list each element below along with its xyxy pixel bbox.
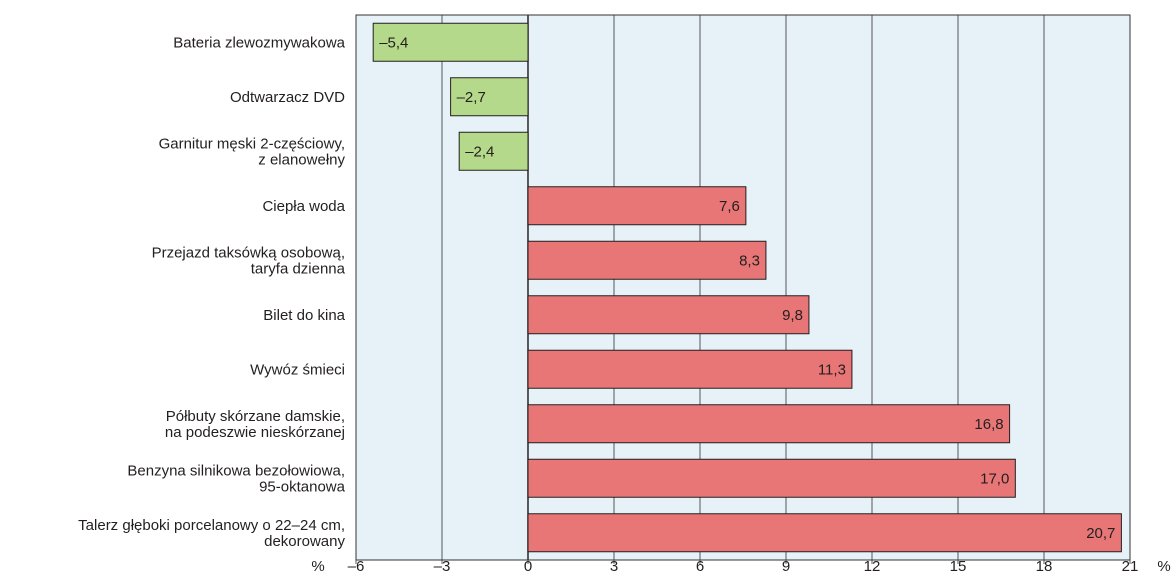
x-tick-label: 9 — [782, 558, 790, 575]
category-label: Talerz głęboki porcelanowy o 22–24 cm, de… — [78, 517, 345, 550]
bar-value-label: –2,7 — [457, 89, 486, 106]
bar — [527, 295, 810, 335]
category-label: Odtwarzacz DVD — [230, 89, 345, 106]
bar — [372, 22, 529, 62]
bar-value-label: 20,7 — [1086, 525, 1115, 542]
x-tick-label: 3 — [610, 558, 618, 575]
category-label: Garnitur męski 2-częściowy, z elanowełny — [159, 135, 346, 168]
bar-value-label: –5,4 — [379, 34, 408, 51]
category-label: Przejazd taksówką osobową, taryfa dzienna — [152, 244, 346, 277]
bar-value-label: 16,8 — [974, 416, 1003, 433]
bar — [527, 404, 1011, 444]
category-label: Benzyna silnikowa bezołowiowa, 95-oktanow… — [127, 462, 345, 495]
bar — [527, 458, 1016, 498]
category-label: Bilet do kina — [263, 307, 345, 324]
x-unit-left: % — [311, 558, 324, 575]
bar-value-label: 7,6 — [719, 198, 740, 215]
x-tick-label: 21 — [1122, 558, 1139, 575]
bar-value-label: 8,3 — [739, 252, 760, 269]
bar — [527, 240, 767, 280]
x-tick-label: 6 — [696, 558, 704, 575]
bar — [450, 77, 529, 117]
bar — [458, 131, 529, 171]
category-label: Bateria zlewozmywakowa — [173, 34, 345, 51]
value-labels: –5,4 –2,7 –2,4 7,6 8,3 9,8 11,3 16,8 17,0 20,7 — [379, 34, 1115, 542]
bars — [372, 22, 1122, 553]
x-unit-right: % — [1157, 558, 1170, 575]
category-labels: Bateria zlewozmywakowa Odtwarzacz DVD Garn… — [78, 34, 345, 550]
x-tick-label: –3 — [434, 558, 451, 575]
x-tick-labels: –6 –3 0 3 6 9 12 15 18 21 — [348, 558, 1139, 575]
category-label: Ciepła woda — [262, 198, 345, 215]
bar-value-label: 17,0 — [980, 470, 1009, 487]
category-label: Półbuty skórzane damskie, na podeszwie ni… — [165, 408, 345, 441]
category-label: Wywóz śmieci — [250, 361, 345, 378]
x-tick-label: 18 — [1036, 558, 1053, 575]
bar-value-label: 11,3 — [818, 361, 846, 378]
x-tick-label: 15 — [950, 558, 967, 575]
bar — [527, 349, 853, 389]
x-tick-label: 12 — [864, 558, 881, 575]
bar — [527, 186, 747, 226]
bar — [527, 513, 1122, 553]
x-tick-label: –6 — [348, 558, 365, 575]
bar-value-label: –2,4 — [465, 143, 494, 160]
bar-value-label: 9,8 — [782, 307, 803, 324]
x-tick-label: 0 — [524, 558, 532, 575]
